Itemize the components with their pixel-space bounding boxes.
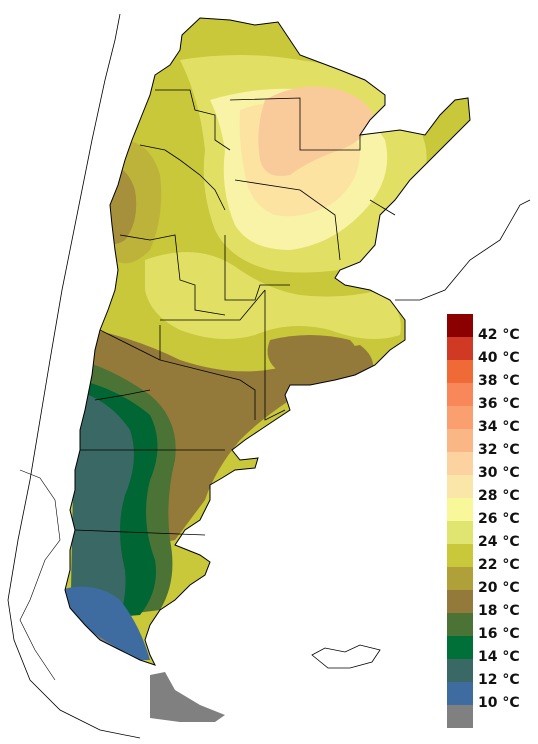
legend-swatch [447, 544, 473, 567]
legend-item: 16 °C [447, 613, 537, 642]
chile-coast [7, 13, 141, 739]
coast-east [395, 199, 531, 301]
legend-swatch [447, 613, 473, 636]
province-borders [74, 89, 396, 536]
band-18-pampa [267, 335, 358, 376]
legend-swatch [447, 590, 473, 613]
band-20-north [110, 140, 162, 264]
legend-label: 14 °C [478, 649, 520, 665]
legend-item: 42 °C [447, 314, 537, 343]
legend-item: 34 °C [447, 406, 537, 435]
legend-swatch [447, 659, 473, 682]
legend-label: 10 °C [478, 695, 520, 711]
legend-swatch [447, 475, 473, 498]
legend-label: 28 °C [478, 488, 520, 504]
legend-label: 40 °C [478, 350, 520, 366]
legend-item: 14 °C [447, 636, 537, 665]
legend-item: 10 °C [447, 682, 537, 711]
legend-item [447, 705, 537, 728]
legend-item: 18 °C [447, 590, 537, 619]
legend-label: 38 °C [478, 373, 520, 389]
legend-label: 16 °C [478, 626, 520, 642]
legend-swatch [447, 705, 473, 728]
legend-swatch [447, 452, 473, 475]
legend-label: 18 °C [478, 603, 520, 619]
legend-item: 28 °C [447, 475, 537, 504]
legend-item: 32 °C [447, 429, 537, 458]
legend-item: 20 °C [447, 567, 537, 596]
temperature-legend: 42 °C 40 °C 38 °C 36 °C 34 °C 32 °C 30 °C 28 °C… [447, 314, 537, 728]
legend-swatch [447, 521, 473, 544]
legend-swatch [447, 498, 473, 521]
legend-swatch [447, 567, 473, 590]
fjord-coast [19, 469, 61, 681]
legend-label: 12 °C [478, 672, 520, 688]
legend-swatch [447, 337, 473, 360]
legend-item: 26 °C [447, 498, 537, 527]
legend-item: 36 °C [447, 383, 537, 412]
legend-swatch [447, 682, 473, 705]
legend-swatch [447, 406, 473, 429]
legend-label: 26 °C [478, 511, 520, 527]
legend-label: 36 °C [478, 396, 520, 412]
tierra-del-fuego [150, 672, 225, 722]
legend-item: 24 °C [447, 521, 537, 550]
legend-item: 38 °C [447, 360, 537, 389]
falkland-islands [311, 644, 381, 669]
legend-item: 40 °C [447, 337, 537, 366]
legend-label: 24 °C [478, 534, 520, 550]
legend-label: 20 °C [478, 580, 520, 596]
band-30 [258, 86, 375, 176]
band-12 [70, 390, 134, 640]
legend-swatch [447, 383, 473, 406]
legend-label: 42 °C [478, 327, 520, 343]
band-24-central [145, 252, 401, 339]
legend-swatch [447, 314, 473, 337]
legend-item: 30 °C [447, 452, 537, 481]
legend-swatch [447, 636, 473, 659]
legend-swatch [447, 429, 473, 452]
legend-item: 12 °C [447, 659, 537, 688]
legend-item: 22 °C [447, 544, 537, 573]
legend-label: 30 °C [478, 465, 520, 481]
legend-swatch [447, 360, 473, 383]
legend-label: 22 °C [478, 557, 520, 573]
legend-label: 34 °C [478, 419, 520, 435]
legend-label: 32 °C [478, 442, 520, 458]
